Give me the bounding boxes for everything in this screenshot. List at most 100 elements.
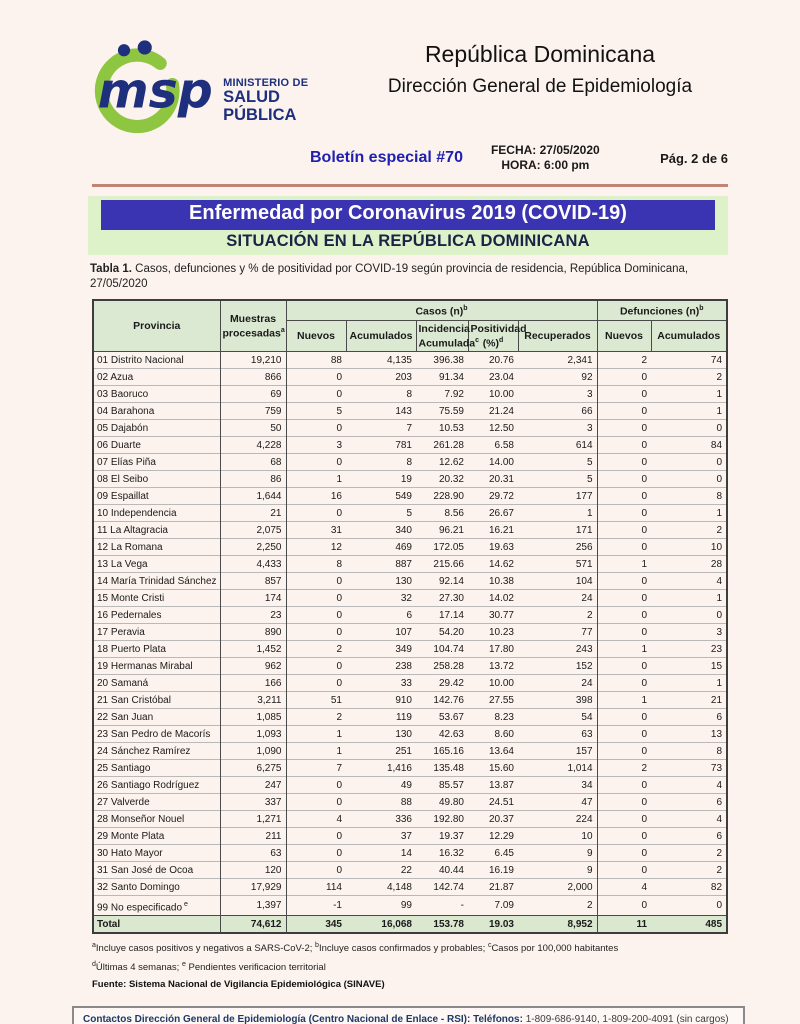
table-row: 28 Monseñor Nouel 1,271 4 336 192.80 20.37 224… xyxy=(93,810,728,828)
province-cell: 14 María Trinidad Sánchez xyxy=(93,572,220,590)
table-row: 24 Sánchez Ramírez 1,090 1 251 165.16 13.64 15… xyxy=(93,742,728,760)
value-cell: 24 xyxy=(518,589,598,607)
value-cell: 6 xyxy=(651,708,728,726)
value-cell: 6 xyxy=(651,827,728,845)
value-cell: 0 xyxy=(285,504,346,522)
value-cell: 20.37 xyxy=(468,810,518,828)
table-row: 13 La Vega 4,433 8 887 215.66 14.62 571 1 28 xyxy=(93,555,728,573)
value-cell: 10.00 xyxy=(468,385,518,403)
value-cell: 0 xyxy=(596,606,652,624)
value-cell: 0 xyxy=(285,623,346,641)
contacts-footer: Contactos Dirección General de Epidemiol… xyxy=(72,1005,745,1024)
value-cell: 8.60 xyxy=(468,725,518,743)
value-cell: 0 xyxy=(285,453,346,471)
value-cell: 7 xyxy=(346,419,416,437)
value-cell: 0 xyxy=(651,419,728,437)
value-cell: 19,210 xyxy=(219,351,286,369)
value-cell: 73 xyxy=(651,759,728,777)
value-cell: 962 xyxy=(219,657,286,675)
table-caption-text: Casos, defunciones y % de positividad po… xyxy=(90,263,689,290)
value-cell: 24.51 xyxy=(468,793,518,811)
value-cell: 12.62 xyxy=(416,453,468,471)
value-cell: 0 xyxy=(285,572,346,590)
table-row: 10 Independencia 21 0 5 8.56 26.67 1 0 1 xyxy=(93,504,728,522)
table-row: 05 Dajabón 50 0 7 10.53 12.50 3 0 0 xyxy=(93,419,728,437)
value-cell: 7.92 xyxy=(416,385,468,403)
value-cell: 86 xyxy=(219,470,286,488)
value-cell: 0 xyxy=(596,725,652,743)
value-cell: 238 xyxy=(346,657,416,675)
table-row: 11 La Altagracia 2,075 31 340 96.21 16.21 171 0… xyxy=(93,521,728,539)
value-cell: 63 xyxy=(518,725,598,743)
value-cell: 8 xyxy=(651,487,728,505)
value-cell: 99 xyxy=(346,894,416,916)
value-cell: 14.00 xyxy=(468,453,518,471)
value-cell: 2 xyxy=(285,640,346,658)
value-cell: 349 xyxy=(346,640,416,658)
value-cell: 92.14 xyxy=(416,572,468,590)
value-cell: 4 xyxy=(651,572,728,590)
province-cell: 25 Santiago xyxy=(93,759,220,777)
value-cell: 0 xyxy=(596,657,652,675)
province-cell: 05 Dajabón xyxy=(93,419,220,437)
table-row: 16 Pedernales 23 0 6 17.14 30.77 2 0 0 xyxy=(93,606,728,624)
document-header: msp MINISTERIO DE SALUD PÚBLICA Repúblic… xyxy=(92,33,730,141)
value-cell: 50 xyxy=(219,419,286,437)
value-cell: 10.53 xyxy=(416,419,468,437)
value-cell: 0 xyxy=(596,385,652,403)
value-cell: 6 xyxy=(346,606,416,624)
value-cell: 211 xyxy=(219,827,286,845)
table-row: 12 La Romana 2,250 12 469 172.05 19.63 256 0 10 xyxy=(93,538,728,556)
value-cell: 10 xyxy=(651,538,728,556)
value-cell: 172.05 xyxy=(416,538,468,556)
country-title: República Dominicana xyxy=(424,41,656,67)
value-cell: 0 xyxy=(285,793,346,811)
value-cell: 4 xyxy=(651,810,728,828)
value-cell: 42.63 xyxy=(416,725,468,743)
value-cell: 1,085 xyxy=(219,708,286,726)
disease-title-banner: Enfermedad por Coronavirus 2019 (COVID-1… xyxy=(101,200,715,230)
table-row: 27 Valverde 337 0 88 49.80 24.51 47 0 6 xyxy=(93,793,728,811)
value-cell: 34 xyxy=(518,776,598,794)
value-cell: 11 xyxy=(596,915,652,934)
value-cell: 345 xyxy=(285,915,346,934)
source-line: Fuente: Sistema Nacional de Vigilancia E… xyxy=(92,978,385,990)
value-cell: 26.67 xyxy=(468,504,518,522)
value-cell: 1 xyxy=(651,674,728,692)
value-cell: 0 xyxy=(285,844,346,862)
ministry-line1: MINISTERIO DE xyxy=(223,76,309,89)
value-cell: 16.32 xyxy=(416,844,468,862)
msp-logo: msp MINISTERIO DE SALUD PÚBLICA xyxy=(92,33,350,141)
province-cell: 11 La Altagracia xyxy=(93,521,220,539)
value-cell: 6.45 xyxy=(468,844,518,862)
province-cell: 13 La Vega xyxy=(93,555,220,573)
col-header-acumulados: Acumulados xyxy=(345,319,417,352)
value-cell: 398 xyxy=(518,691,598,709)
value-cell: 16.21 xyxy=(468,521,518,539)
table-row: 99 No especificado e 1,397 -1 99-7.09 2 0 0 xyxy=(93,894,728,916)
value-cell: 4,433 xyxy=(219,555,286,573)
table-row: 17 Peravia 890 0 107 54.20 10.23 77 0 3 xyxy=(93,623,728,641)
province-cell: 21 San Cristóbal xyxy=(93,691,220,709)
province-cell: 04 Barahona xyxy=(93,402,220,420)
phone-numbers: 1-809-686-9140, 1-809-200-4091 (sin carg… xyxy=(525,1013,729,1024)
value-cell: 166 xyxy=(219,674,286,692)
value-cell: 171 xyxy=(518,521,598,539)
value-cell: 0 xyxy=(596,623,652,641)
table-row: 08 El Seibo 86 1 19 20.32 20.31 5 0 0 xyxy=(93,470,728,488)
value-cell: 0 xyxy=(596,487,652,505)
value-cell: 10 xyxy=(518,827,598,845)
value-cell: 74,612 xyxy=(219,915,286,934)
value-cell: 251 xyxy=(346,742,416,760)
value-cell: 19.37 xyxy=(416,827,468,845)
value-cell: 4,135 xyxy=(346,351,416,369)
value-cell: 6.58 xyxy=(468,436,518,454)
value-cell: 13 xyxy=(651,725,728,743)
value-cell: 91.34 xyxy=(416,368,468,386)
value-cell: 23 xyxy=(219,606,286,624)
province-cell: 23 San Pedro de Macorís xyxy=(93,725,220,743)
value-cell: 119 xyxy=(346,708,416,726)
col-header-casos: Casos (n)b xyxy=(285,299,598,321)
value-cell: 1,093 xyxy=(219,725,286,743)
value-cell: 2,341 xyxy=(518,351,598,369)
